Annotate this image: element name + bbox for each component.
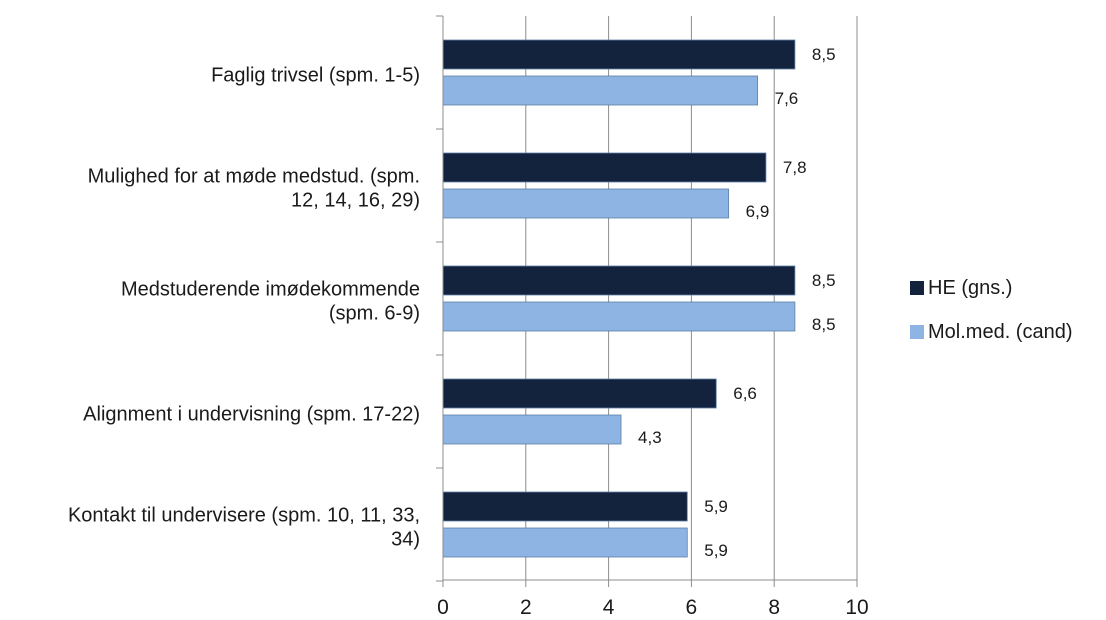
data-label: 4,3 [638,428,662,447]
data-label: 5,9 [704,497,728,516]
gridlines [525,16,858,580]
x-tick-label: 8 [768,596,780,619]
x-tick-label: 0 [437,596,449,619]
data-label: 6,6 [733,384,757,403]
category-label: Kontakt til undervisere (spm. 10, 11, 33… [68,505,420,551]
legend-swatch-molmed [910,325,924,339]
x-tick-label: 2 [520,596,532,619]
x-tick-label: 4 [603,596,615,619]
bar-he [442,152,767,183]
bar-molmed [442,527,688,558]
bar-he [442,378,717,409]
data-label: 8,5 [812,271,836,290]
x-tick-label: 6 [686,596,698,619]
bar-molmed [442,301,796,332]
labels: 8,5 7,6 Faglig trivsel (spm. 1-5) 7,8 6,9 Mul… [68,45,836,560]
axes: 0 2 4 6 8 10 [436,15,869,619]
data-label: 8,5 [812,45,836,64]
category-label: Faglig trivsel (spm. 1-5) [211,65,420,87]
bar-he [442,39,796,70]
bar-he [442,491,688,522]
category-label: Alignment i undervisning (spm. 17-22) [83,404,420,426]
bars [442,39,796,558]
data-label: 7,6 [775,89,799,108]
category-label: Medstuderende imødekommende (spm. 6-9) [121,279,420,325]
data-label: 5,9 [704,541,728,560]
x-tick-label: 10 [845,596,868,619]
data-label: 8,5 [812,315,836,334]
bar-molmed [442,414,622,445]
bar-molmed [442,75,759,106]
legend: HE (gns.) Mol.med. (cand) [910,277,1073,343]
data-label: 7,8 [783,158,807,177]
legend-label: Mol.med. (cand) [928,321,1073,343]
bar-he [442,265,796,296]
legend-label: HE (gns.) [928,277,1012,299]
category-label: Mulighed for at møde medstud. (spm. 12, 1… [88,166,420,212]
legend-swatch-he [910,281,924,295]
data-label: 6,9 [746,202,770,221]
bar-molmed [442,188,730,219]
